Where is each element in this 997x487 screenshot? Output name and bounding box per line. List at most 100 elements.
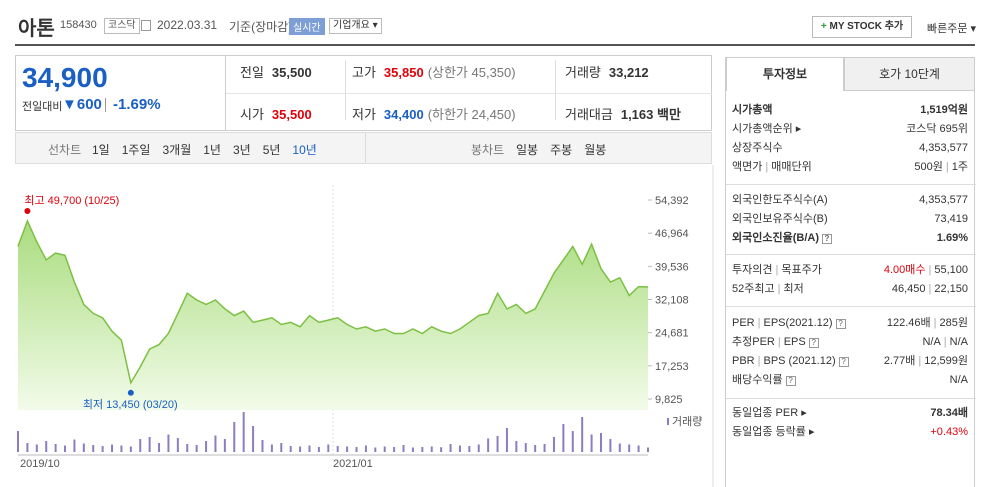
calendar-icon (141, 20, 151, 31)
y-tick-label: 17,253 (655, 361, 689, 373)
y-tick-label: 39,536 (655, 261, 689, 273)
value: 22,150 (934, 283, 968, 295)
label: 저가 (352, 107, 376, 122)
volume-bar (430, 446, 433, 452)
volume-bar (299, 446, 302, 452)
volume-bar (167, 434, 170, 452)
separator (726, 184, 976, 185)
label: 최저 (783, 283, 804, 295)
volume-bar (505, 428, 508, 452)
volume-legend: 거래량 (672, 415, 702, 428)
tab[interactable]: 3개월 (162, 143, 192, 157)
volume-bar (552, 437, 555, 452)
tab[interactable]: 주봉 (550, 143, 573, 157)
min-marker (127, 389, 134, 396)
volume-bar (449, 444, 452, 452)
volume-bar (35, 444, 38, 452)
volume-bar (45, 441, 48, 452)
tab-active[interactable]: 투자정보 (726, 57, 844, 91)
label: 외국인한도주식수(A) (732, 194, 828, 206)
value: 1.69% (936, 232, 968, 244)
divider (555, 60, 556, 120)
volume-bar (129, 446, 132, 452)
tab[interactable]: 월봉 (584, 143, 607, 157)
value: N/A (922, 336, 941, 348)
volume-bar (327, 444, 330, 452)
row: 시가총액 1,519억원 (732, 102, 968, 118)
volume-bar (647, 447, 649, 452)
mystock-button[interactable]: + MY STOCK 추가 (812, 16, 912, 38)
quick-order[interactable]: 빠른주문 ▾ (927, 23, 977, 35)
volume-bar (515, 441, 518, 452)
change-rate: -1.69% (113, 96, 161, 113)
volume-bar (364, 445, 367, 452)
volume-bar (308, 445, 311, 452)
value: 35,850 (383, 65, 424, 80)
tab[interactable]: 일봉 (516, 143, 539, 157)
tab[interactable]: 3년 (232, 143, 251, 157)
label: 시가총액 (732, 104, 773, 116)
volume-bar (17, 431, 19, 452)
summary-cell: 거래량 33,212 (565, 62, 649, 81)
invest-panel: 투자정보 호가 10단계 시가총액 1,519억원 시가총액순위 ▸ 코스닥 695… (725, 57, 976, 487)
realtime-badge[interactable]: 실시간 (289, 18, 325, 35)
tab[interactable]: 1년 (203, 143, 221, 157)
label: 외국인소진율(B/A) (732, 232, 819, 244)
value: 55,100 (934, 264, 968, 276)
tab[interactable]: 1주일 (121, 143, 151, 157)
label: 전일 (240, 65, 264, 80)
value: 1주 (951, 161, 968, 173)
price-area (18, 221, 648, 410)
basis: 기준(장마감) (229, 20, 293, 34)
row: 동일업종 PER ▸ 78.34배 (732, 407, 968, 419)
value: 35,500 (271, 107, 312, 122)
volume-bar (82, 443, 85, 452)
volume-bar (101, 446, 104, 452)
value: 73,419 (934, 213, 968, 225)
summary-cell: 거래대금 1,163 백만 (565, 104, 681, 123)
label: EPS (783, 336, 806, 348)
candle-chart-label: 봉차트 (471, 143, 505, 157)
volume-bar (54, 444, 57, 452)
volume-bar (477, 444, 480, 452)
note: (하한가 24,450) (427, 107, 516, 122)
y-tick-label: 32,108 (655, 295, 689, 307)
value: N/A (949, 336, 968, 348)
summary-cell: 고가 35,850 (상한가 45,350) (352, 62, 516, 81)
volume-bar (111, 444, 114, 452)
tab[interactable]: 10년 (292, 143, 317, 157)
label: 고가 (352, 65, 376, 80)
volume-bar (176, 438, 179, 452)
volume-bar (233, 422, 236, 452)
label: 목표주가 (781, 264, 822, 276)
line-chart-label: 선차트 (48, 143, 82, 157)
overview-dropdown[interactable]: 기업개요 ▾ (329, 18, 382, 34)
plus-icon: + (820, 21, 827, 32)
label: 액면가 (732, 161, 763, 173)
volume-bar (317, 447, 320, 452)
value: 122.46배 (886, 317, 931, 329)
stock-code: 158430 (60, 19, 97, 31)
y-tick-label: 46,964 (655, 228, 689, 240)
divider (225, 55, 226, 131)
volume-bar (581, 417, 584, 452)
stock-name: 아톤 (18, 18, 55, 40)
label: 상장주식수 (732, 142, 783, 154)
volume-bar (26, 443, 29, 452)
volume-bar (421, 447, 424, 452)
tab[interactable]: 5년 (262, 143, 281, 157)
quick-order-text: 빠른주문 (927, 23, 968, 35)
tab[interactable]: 호가 10단계 (844, 57, 975, 91)
row: 외국인한도주식수(A) 4,353,577 (732, 192, 968, 208)
max-label: 최고 49,700 (10/25) (24, 194, 119, 207)
row: 52주최고 | 최저 46,450 | 22,150 (732, 283, 968, 295)
price-line (17, 219, 649, 385)
value: 285원 (939, 317, 968, 329)
volume-bar (242, 412, 245, 452)
label: 동일업종 등락률 (732, 426, 806, 438)
volume-bar (383, 446, 386, 452)
tab[interactable]: 1일 (92, 143, 110, 157)
volume-bar (120, 445, 123, 452)
label: 52주최고 (732, 283, 775, 295)
